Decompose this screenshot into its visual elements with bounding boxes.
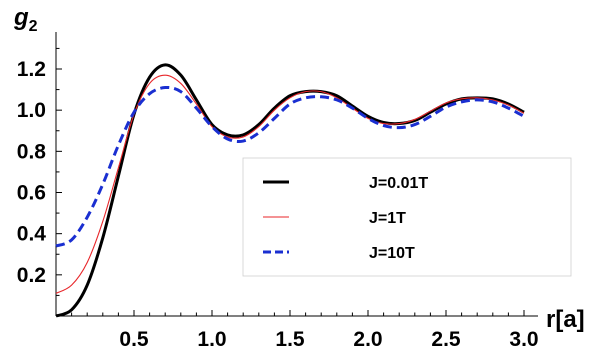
x-tick-label: 0.5 — [119, 328, 149, 351]
y-tick-labels: 0.2 0.4 0.6 0.8 1.0 1.2 — [17, 58, 47, 287]
x-tick-label: 1.5 — [275, 328, 305, 351]
series-line-3 — [55, 85, 525, 248]
legend-box — [242, 157, 572, 277]
legend-items: J=0.01T J=1T J=10T — [263, 175, 428, 262]
x-tick-label: 2.0 — [353, 328, 382, 351]
x-tick-labels: 0.5 1.0 1.5 2.0 2.5 3.0 — [119, 328, 538, 351]
x-tick-label: 3.0 — [509, 328, 538, 351]
legend-label: J=10T — [369, 245, 415, 262]
y-tick-label: 0.4 — [17, 223, 47, 246]
legend: J=0.01T J=1T J=10T — [242, 157, 572, 277]
y-axis-title: g2 — [13, 4, 38, 35]
legend-label: J=0.01T — [369, 175, 428, 192]
y-tick-label: 1.0 — [17, 99, 46, 122]
y-tick-label: 0.2 — [17, 264, 46, 287]
series-layer — [55, 63, 525, 318]
axes — [55, 31, 538, 317]
y-axis-title-sub: 2 — [29, 18, 38, 35]
y-tick-label: 0.6 — [17, 182, 46, 205]
x-tick-label: 2.5 — [431, 328, 461, 351]
y-ticks — [56, 47, 62, 296]
y-tick-label: 0.8 — [17, 140, 47, 163]
x-ticks — [71, 310, 525, 316]
legend-label: J=1T — [369, 210, 406, 227]
x-tick-label: 1.0 — [197, 328, 226, 351]
y-axis-title-main: g — [13, 4, 29, 31]
y-tick-label: 1.2 — [17, 58, 46, 81]
x-axis-title: r[a] — [546, 306, 585, 333]
